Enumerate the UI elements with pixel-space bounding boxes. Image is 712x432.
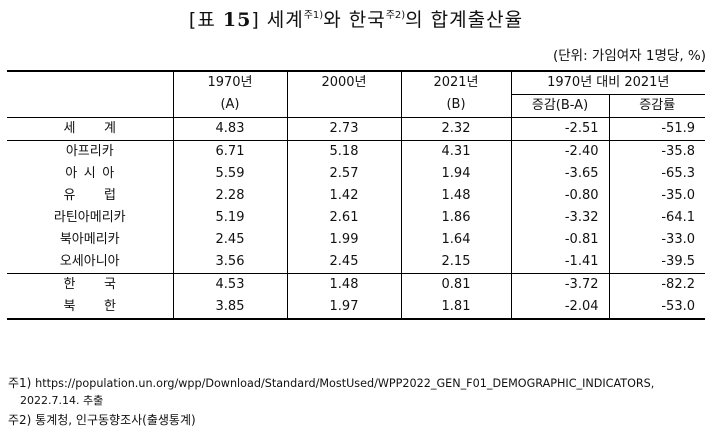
cell-1970: 2.45 (172, 229, 287, 251)
cell-2000: 1.99 (286, 229, 401, 251)
cell-2000: 2.57 (286, 163, 401, 185)
title-footnote-2: 주2) (385, 10, 406, 21)
cell-2000: 1.42 (286, 185, 401, 207)
table-row: 아프리카 6.71 5.18 4.31 -2.40 -35.8 (7, 140, 705, 163)
table-row: 라틴아메리카 5.19 2.61 1.86 -3.32 -64.1 (7, 207, 705, 229)
cell-2021: 2.32 (400, 117, 511, 141)
table-row: 오세아니아 3.56 2.45 2.15 -1.41 -39.5 (7, 251, 705, 274)
cell-change-rate: -33.0 (608, 229, 705, 251)
header-2021: 2021년 (433, 75, 479, 90)
table-body: 세계 4.83 2.73 2.32 -2.51 -51.9 아프리카 6.71 5.18 4.31… (7, 117, 705, 320)
cell-2000: 1.97 (286, 296, 401, 320)
cell-1970: 3.56 (172, 251, 287, 274)
cell-1970: 2.28 (172, 185, 287, 207)
footnote-1: 주1) https://population.un.org/wpp/Downlo… (8, 374, 654, 391)
cell-2021: 1.94 (400, 163, 511, 185)
row-label: 라틴아메리카 (53, 210, 126, 225)
header-2000-cell: 2000년 (286, 70, 401, 118)
title-part-tfr: 의 합계출산율 (405, 9, 524, 31)
cell-2021: 0.81 (400, 273, 511, 296)
cell-change: -3.65 (510, 163, 609, 185)
footnote-1-prefix: 주1) (8, 376, 36, 390)
row-label: 한국 (7, 273, 173, 296)
cell-change: -2.51 (510, 117, 609, 141)
cell-2021: 1.86 (400, 207, 511, 229)
cell-change: -0.81 (510, 229, 609, 251)
table-row: 북한 3.85 1.97 1.81 -2.04 -53.0 (7, 296, 705, 320)
cell-change: -0.80 (510, 185, 609, 207)
header-change: 증감(B-A) (510, 94, 609, 118)
cell-1970: 5.19 (172, 207, 287, 229)
cell-2000: 1.48 (286, 273, 401, 296)
cell-2000: 2.45 (286, 251, 401, 274)
row-label: 북아메리카 (59, 232, 120, 247)
cell-1970: 6.71 (172, 140, 287, 163)
cell-2021: 1.48 (400, 185, 511, 207)
cell-change-rate: -35.8 (608, 140, 705, 163)
table-row: 세계 4.83 2.73 2.32 -2.51 -51.9 (7, 117, 705, 141)
cell-2000: 2.73 (286, 117, 401, 141)
cell-change: -3.32 (510, 207, 609, 229)
title-prefix: [표 (188, 9, 223, 31)
cell-change-rate: -51.9 (608, 117, 705, 141)
cell-2021: 1.81 (400, 296, 511, 320)
title-part-korea: 와 한국 (323, 9, 386, 31)
table-row: 유럽 2.28 1.42 1.48 -0.80 -35.0 (7, 185, 705, 207)
cell-1970: 5.59 (172, 163, 287, 185)
cell-change-rate: -35.0 (608, 185, 705, 207)
fertility-table: 1970년 (A) 2000년 2021년 (B) 1970년 대비 2021년… (7, 70, 705, 320)
footnote-1-date: 2022.7.14. 추출 (20, 394, 104, 407)
footnote-1-url: https://population.un.org/wpp/Download/S… (35, 377, 655, 390)
header-compare-group: 1970년 대비 2021년 (510, 70, 705, 95)
table-row: 아시아 5.59 2.57 1.94 -3.65 -65.3 (7, 163, 705, 185)
cell-1970: 4.83 (172, 117, 287, 141)
table-row: 북아메리카 2.45 1.99 1.64 -0.81 -33.0 (7, 229, 705, 251)
cell-2021: 1.64 (400, 229, 511, 251)
cell-change: -2.40 (510, 140, 609, 163)
header-change-rate: 증감률 (608, 94, 705, 118)
title-footnote-1: 주1) (303, 10, 324, 21)
row-label: 북한 (7, 296, 173, 320)
cell-change-rate: -65.3 (608, 163, 705, 185)
row-label: 아프리카 (7, 140, 173, 163)
header-1970-sub: (A) (220, 97, 240, 112)
cell-change-rate: -53.0 (608, 296, 705, 320)
cell-change: -2.04 (510, 296, 609, 320)
table-row: 한국 4.53 1.48 0.81 -3.72 -82.2 (7, 273, 705, 296)
cell-2000: 2.61 (286, 207, 401, 229)
cell-2021: 4.31 (400, 140, 511, 163)
unit-label: (단위: 가임여자 1명당, %) (552, 48, 706, 64)
title-part-world: ] 세계 (251, 9, 304, 31)
cell-1970: 3.85 (172, 296, 287, 320)
cell-change: -3.72 (510, 273, 609, 296)
header-region-cell (7, 70, 173, 118)
footnote-2: 주2) 통계청, 인구동향조사(출생통계) (8, 413, 196, 427)
row-label: 유럽 (63, 188, 145, 203)
cell-1970: 4.53 (172, 273, 287, 296)
header-2021-cell: 2021년 (B) (400, 70, 511, 118)
cell-change-rate: -39.5 (608, 251, 705, 274)
cell-change-rate: -82.2 (608, 273, 705, 296)
cell-change-rate: -64.1 (608, 207, 705, 229)
table-title: [표 15] 세계주1)와 한국주2)의 합계출산율 (0, 5, 712, 32)
cell-2000: 5.18 (286, 140, 401, 163)
row-label: 아시아 (65, 166, 121, 181)
row-label: 세계 (63, 121, 145, 136)
header-1970-cell: 1970년 (A) (172, 70, 287, 118)
cell-2021: 2.15 (400, 251, 511, 274)
row-label: 오세아니아 (59, 254, 120, 269)
title-table-number: 15 (222, 9, 252, 31)
header-1970: 1970년 (207, 75, 253, 90)
cell-change: -1.41 (510, 251, 609, 274)
header-2000: 2000년 (321, 75, 367, 90)
header-2021-sub: (B) (446, 97, 466, 112)
